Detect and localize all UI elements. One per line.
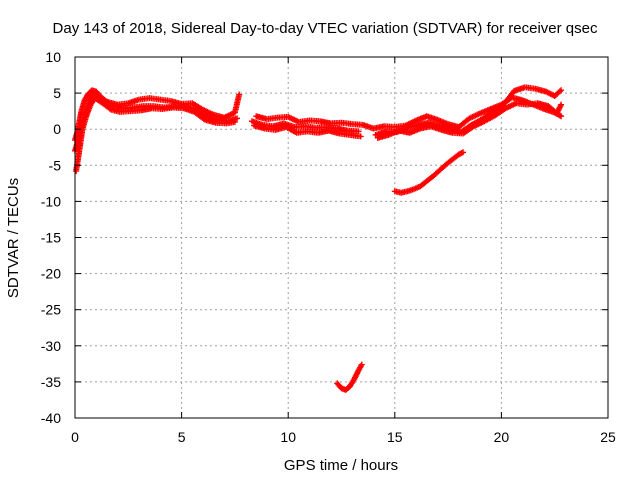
y-tick-label: -35	[41, 374, 61, 390]
y-tick-label: -5	[49, 157, 62, 173]
y-tick-label: -30	[41, 338, 61, 354]
y-tick-label: -15	[41, 230, 61, 246]
data-point	[358, 361, 365, 368]
y-axis-title: SDTVAR / TECUs	[5, 178, 22, 298]
series-deep-segment	[334, 361, 365, 393]
data-point	[236, 91, 243, 98]
y-tick-label: 5	[53, 85, 61, 101]
y-tick-label: 0	[53, 121, 61, 137]
y-tick-label: -20	[41, 266, 61, 282]
data-point	[558, 87, 565, 94]
series-lower-track	[73, 95, 565, 175]
data-points	[72, 84, 565, 393]
data-point	[234, 115, 241, 122]
data-point	[558, 113, 565, 120]
x-tick-label: 25	[600, 429, 616, 445]
y-tick-label: 10	[45, 49, 61, 65]
y-tick-label: -25	[41, 302, 61, 318]
data-point	[357, 133, 364, 140]
data-point	[460, 149, 467, 156]
x-tick-label: 20	[494, 429, 510, 445]
data-point	[231, 118, 238, 125]
x-tick-label: 15	[387, 429, 403, 445]
x-tick-label: 5	[178, 429, 186, 445]
tick-labels: 0 5 10 15 20 25 -40 -35 -30 -25 -20 -15 -10 -5 0 5 10	[41, 49, 616, 445]
series-descending-segment	[391, 149, 467, 196]
x-tick-label: 0	[71, 429, 79, 445]
data-point	[558, 101, 565, 108]
x-tick-label: 10	[280, 429, 296, 445]
y-tick-label: -10	[41, 193, 61, 209]
axis-ticks	[74, 56, 609, 419]
x-axis-title: GPS time / hours	[284, 457, 398, 474]
chart-title: Day 143 of 2018, Sidereal Day-to-day VTE…	[53, 20, 598, 37]
y-tick-label: -40	[41, 410, 61, 426]
data-point	[556, 88, 563, 95]
